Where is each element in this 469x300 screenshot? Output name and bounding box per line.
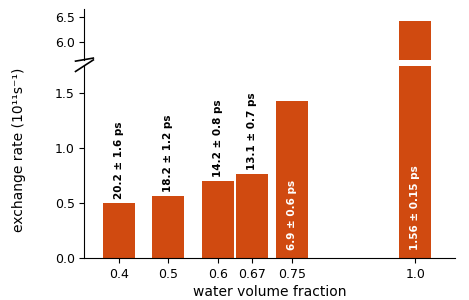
Text: exchange rate (10¹¹s⁻¹): exchange rate (10¹¹s⁻¹) bbox=[12, 68, 26, 232]
Text: 20.2 ± 1.6 ps: 20.2 ± 1.6 ps bbox=[114, 121, 124, 199]
Text: 1.56 ± 0.15 ps: 1.56 ± 0.15 ps bbox=[410, 166, 420, 250]
Text: 6.9 ± 0.6 ps: 6.9 ± 0.6 ps bbox=[287, 180, 297, 250]
Bar bbox=[276, 101, 308, 258]
X-axis label: water volume fraction: water volume fraction bbox=[193, 285, 347, 299]
Text: 14.2 ± 0.8 ps: 14.2 ± 0.8 ps bbox=[213, 99, 223, 177]
Bar bbox=[399, 21, 431, 300]
Bar bbox=[202, 181, 234, 258]
Bar bbox=[399, 0, 431, 258]
Bar bbox=[276, 273, 308, 300]
Text: 18.2 ± 1.2 ps: 18.2 ± 1.2 ps bbox=[163, 115, 174, 192]
Bar bbox=[103, 203, 135, 258]
Bar bbox=[236, 175, 268, 258]
Bar bbox=[152, 196, 184, 258]
Text: 13.1 ± 0.7 ps: 13.1 ± 0.7 ps bbox=[247, 92, 257, 170]
